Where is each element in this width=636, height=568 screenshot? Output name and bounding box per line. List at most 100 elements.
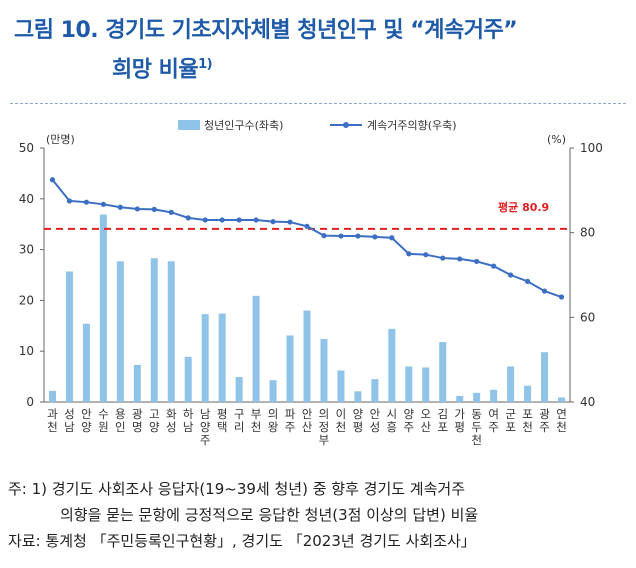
bar-안성 (371, 379, 379, 402)
bar-여주 (490, 389, 498, 402)
bar-동두천 (473, 392, 481, 402)
right-axis-unit: (%) (547, 133, 566, 146)
left-axis-unit: (만명) (46, 133, 75, 146)
bar-시흥 (388, 328, 396, 402)
bar-연천 (558, 397, 566, 402)
line-point-남양주 (202, 217, 208, 223)
line-point-화성 (168, 209, 174, 215)
left-axis-tick-label: 0 (26, 395, 34, 409)
bar-고양 (150, 258, 158, 402)
line-point-고양 (151, 206, 157, 212)
footnote-mark: 1) (198, 57, 213, 72)
bar-의정부 (320, 339, 328, 402)
left-axis-tick-label: 10 (19, 344, 34, 358)
right-axis-tick-label: 40 (580, 395, 595, 409)
line-point-의왕 (270, 219, 276, 225)
left-axis-tick-label: 20 (19, 293, 34, 307)
line-point-이천 (338, 233, 344, 239)
bar-평택 (218, 313, 226, 402)
line-point-하남 (185, 215, 191, 221)
bar-부천 (252, 295, 260, 402)
line-point-성남 (66, 198, 73, 204)
figure-title: 그림 10. 경기도 기초지자체별 청년인구 및 “계속거주” 희망 비율1) (14, 14, 518, 87)
bar-군포 (507, 366, 515, 402)
bar-화성 (167, 261, 175, 402)
bar-광명 (133, 364, 141, 402)
bar-과천 (48, 390, 56, 402)
bar-하남 (184, 356, 192, 402)
line-point-여주 (491, 263, 497, 269)
line-point-파주 (287, 219, 293, 225)
bar-성남 (65, 271, 73, 402)
line-series-path (51, 179, 562, 298)
bar-오산 (422, 367, 430, 402)
bar-이천 (337, 370, 345, 402)
bar-양주 (405, 366, 413, 402)
bar-용인 (116, 261, 124, 402)
right-axis-tick-label: 100 (580, 141, 603, 155)
source-line: 자료: 통계청 「주민등록인구현황」, 경기도 「2023년 경기도 사회조사」 (8, 532, 476, 550)
line-point-의정부 (321, 233, 327, 239)
line-point-용인 (117, 204, 123, 210)
legend-label-bar: 청년인구수(좌축) (204, 119, 283, 132)
bar-안산 (303, 310, 311, 402)
line-point-평택 (219, 217, 225, 223)
left-axis-tick-label: 30 (19, 243, 34, 257)
line-point-광명 (134, 206, 140, 212)
line-point-구리 (236, 217, 242, 223)
bar-파주 (286, 335, 294, 402)
title-line2-text: 희망 비율 (112, 57, 199, 83)
bar-광주 (541, 352, 549, 402)
line-point-양주 (406, 251, 412, 257)
line-point-과천 (49, 177, 56, 183)
bar-포천 (524, 385, 532, 402)
bar-남양주 (201, 314, 209, 402)
title-line2: 희망 비율1) (14, 48, 517, 87)
bar-가평 (456, 395, 464, 402)
line-point-김포 (440, 255, 446, 261)
right-axis-tick-label: 80 (580, 226, 595, 240)
line-point-군포 (508, 272, 514, 278)
line-point-안산 (304, 223, 310, 229)
line-point-가평 (457, 256, 463, 262)
bar-안양 (82, 323, 90, 402)
line-point-연천 (558, 294, 565, 300)
left-axis-tick-label: 50 (19, 141, 34, 155)
line-point-포천 (524, 278, 531, 284)
title-line1: 그림 10. 경기도 기초지자체별 청년인구 및 “계속거주” (14, 18, 518, 43)
line-point-양평 (355, 233, 361, 239)
line-point-수원 (100, 201, 106, 207)
legend-swatch-bar (178, 120, 200, 130)
right-axis-tick-label: 60 (580, 310, 595, 324)
legend-marker-line (343, 122, 349, 128)
note-line1: 주: 1) 경기도 사회조사 응답자(19~39세 청년) 중 향후 경기도 계… (8, 480, 466, 498)
bar-김포 (439, 342, 447, 402)
bar-구리 (235, 377, 243, 402)
line-point-광주 (541, 288, 548, 294)
